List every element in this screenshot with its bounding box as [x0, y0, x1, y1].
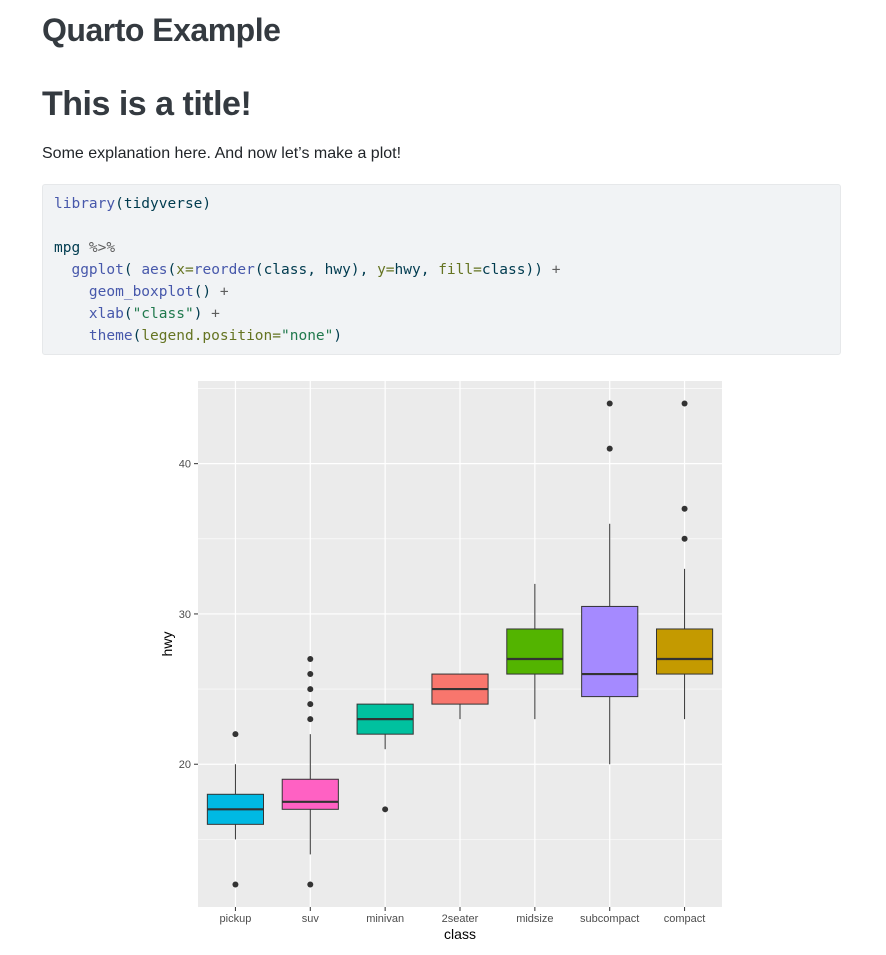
y-tick-label: 20: [179, 759, 191, 771]
x-tick-label: minivan: [366, 913, 404, 925]
box-subcompact: [581, 605, 639, 698]
code-line: [54, 215, 829, 237]
code-token: (class, hwy),: [254, 262, 378, 278]
section-title: This is a title!: [42, 85, 252, 123]
code-token: (: [123, 306, 133, 322]
code-token: xlab: [88, 306, 124, 322]
page-title: Quarto Example: [42, 12, 281, 48]
code-token: (: [167, 262, 177, 278]
code-token: [54, 306, 89, 322]
outlier-point: [681, 400, 688, 407]
box-midsize: [506, 628, 564, 675]
code-token: ): [333, 328, 343, 344]
code-token: (): [193, 284, 220, 300]
code-token: ggplot: [71, 262, 124, 278]
outlier-point: [307, 671, 314, 678]
code-token: [54, 262, 71, 278]
y-tick-label: 30: [179, 609, 191, 621]
code-token: theme: [88, 328, 133, 344]
outlier-point: [382, 806, 389, 813]
code-token: aes: [141, 262, 168, 278]
box-compact: [656, 628, 714, 675]
code-token: x=: [176, 262, 194, 278]
outlier-point: [307, 686, 314, 693]
box-suv: [281, 778, 339, 810]
code-token: y=: [377, 262, 395, 278]
code-line: mpg %>%: [54, 237, 829, 259]
outlier-point: [681, 535, 688, 542]
code-token: library: [54, 196, 116, 212]
x-tick-label: pickup: [220, 913, 252, 925]
code-token: mpg: [54, 240, 89, 256]
code-token: (: [132, 328, 142, 344]
code-token: +: [551, 262, 561, 278]
code-token: (tidyverse): [115, 196, 212, 212]
outlier-point: [606, 400, 613, 407]
boxplot-chart: 20 30 40 pickup suv minivan 2seater midsize subc…: [159, 381, 722, 942]
outlier-point: [307, 656, 314, 663]
code-token: class)): [481, 262, 552, 278]
code-token: "class": [132, 306, 194, 322]
code-token: fill=: [438, 262, 482, 278]
code-token: +: [219, 284, 229, 300]
x-tick-label: midsize: [516, 913, 553, 925]
code-token: [54, 328, 89, 344]
code-line: geom_boxplot() +: [54, 281, 829, 303]
code-token: legend.position=: [141, 328, 281, 344]
code-line: ggplot( aes(x=reorder(class, hwy), y=hwy…: [54, 259, 829, 281]
y-tick-label: 40: [179, 459, 191, 471]
x-axis-title: class: [444, 926, 476, 942]
code-line: theme(legend.position="none"): [54, 325, 829, 347]
y-axis-title: hwy: [159, 632, 175, 657]
x-tick-label: compact: [664, 913, 706, 925]
code-token: [54, 284, 89, 300]
code-token: "none": [281, 328, 334, 344]
code-block[interactable]: library(tidyverse) mpg %>% ggplot( aes(x…: [42, 184, 841, 355]
code-token: reorder: [193, 262, 255, 278]
outlier-point: [307, 716, 314, 723]
code-line: library(tidyverse): [54, 193, 829, 215]
outlier-point: [232, 731, 239, 738]
outlier-point: [232, 881, 239, 888]
explanation-paragraph: Some explanation here. And now let’s mak…: [42, 145, 402, 162]
outlier-point: [307, 701, 314, 708]
outlier-point: [606, 445, 613, 452]
code-token: ): [193, 306, 212, 322]
outlier-point: [307, 881, 314, 888]
x-tick-label: 2seater: [442, 913, 479, 925]
x-tick-label: suv: [302, 913, 320, 925]
code-token: (: [123, 262, 142, 278]
code-line: xlab("class") +: [54, 303, 829, 325]
code-token: +: [211, 306, 220, 322]
code-token: %>%: [88, 240, 116, 256]
code-token: geom_boxplot: [88, 284, 194, 300]
x-tick-label: subcompact: [580, 913, 639, 925]
code-token: hwy,: [394, 262, 439, 278]
outlier-point: [681, 505, 688, 512]
